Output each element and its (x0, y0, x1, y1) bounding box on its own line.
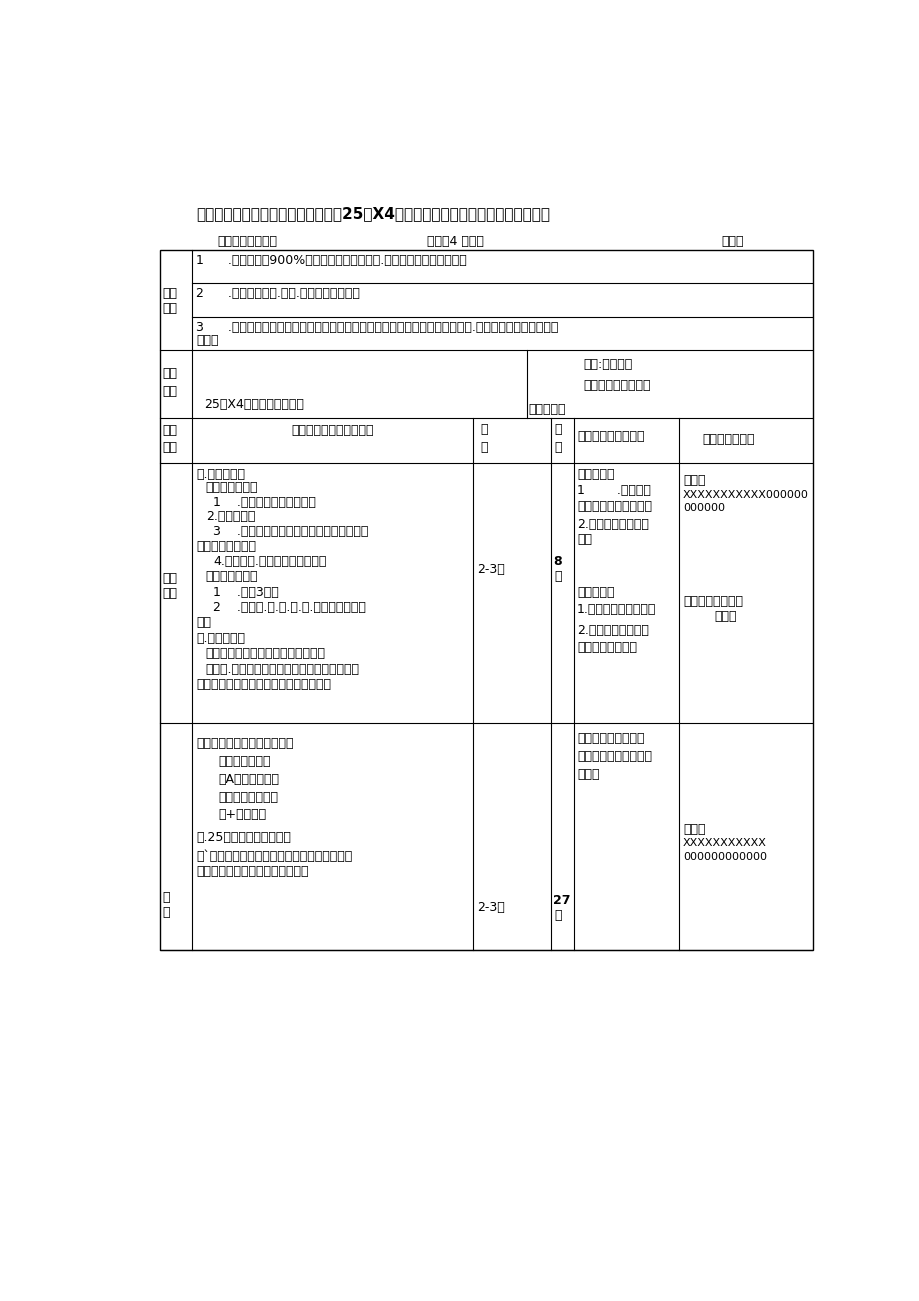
Text: 分: 分 (554, 570, 562, 583)
Text: 一.教学内容：: 一.教学内容： (196, 468, 245, 481)
Text: 27: 27 (552, 894, 570, 907)
Text: 预计问题：: 预计问题： (576, 468, 614, 481)
Text: 3      .引导学生积极参与各种学练活动，培养自信和克服困难的勇气及互相帮助.相互配合敢于承担责任的: 3 .引导学生积极参与各种学练活动，培养自信和克服困难的勇气及互相帮助.相互配合… (196, 320, 558, 333)
Text: 品质。: 品质。 (196, 334, 219, 347)
Text: （`）练习折返跑时，一般采用站立式起跑。加: （`）练习折返跑时，一般采用站立式起跑。加 (196, 850, 352, 863)
Text: 年级：四年级上期: 年级：四年级上期 (217, 235, 277, 248)
Text: 教学: 教学 (162, 367, 177, 380)
Text: 次: 次 (481, 423, 488, 436)
Text: 及收取尖锐物品：: 及收取尖锐物品： (196, 540, 256, 553)
Text: 重点:跑的节奏: 重点:跑的节奏 (583, 358, 631, 371)
Text: （二）.教师口令指挥生进行准备活动练习，巡: （二）.教师口令指挥生进行准备活动练习，巡 (206, 662, 359, 675)
Text: 组织：: 组织： (682, 474, 705, 487)
Text: （A）原地小步跑: （A）原地小步跑 (218, 773, 278, 786)
Text: 4.检查服装.器材，安排见习生。: 4.检查服装.器材，安排见习生。 (213, 556, 326, 569)
Text: （一）课堂常规: （一）课堂常规 (206, 481, 258, 494)
Text: 动。: 动。 (196, 615, 211, 628)
Text: 时: 时 (554, 423, 562, 436)
Text: 课时：4 执教：: 课时：4 执教： (426, 235, 482, 248)
Text: 000000: 000000 (682, 502, 724, 513)
Text: 2-3次: 2-3次 (476, 562, 505, 575)
Text: 真参与: 真参与 (713, 610, 736, 623)
Text: 处理方法：: 处理方法： (576, 585, 614, 598)
Text: 1        .个别学生: 1 .个别学生 (576, 484, 650, 497)
Text: XXXXXXXXXXX000000: XXXXXXXXXXX000000 (682, 489, 808, 500)
Text: 2.准备活动不认真完: 2.准备活动不认真完 (576, 518, 648, 531)
Text: 组织：: 组织： (682, 824, 705, 837)
Bar (160, 250, 811, 950)
Text: 速跑和途中跑技术要求摆臂快速有: 速跑和途中跑技术要求摆臂快速有 (196, 865, 309, 878)
Text: 25米X4往返跑巩固与测试: 25米X4往返跑巩固与测试 (204, 398, 304, 411)
Text: 部分: 部分 (162, 441, 177, 454)
Text: 1.教师语言激励诱导。: 1.教师语言激励诱导。 (576, 602, 655, 615)
Text: 3    .宣布本课教学内容，强调安全注意事项: 3 .宣布本课教学内容，强调安全注意事项 (213, 524, 369, 537)
Text: 教学内容及主要教学措施: 教学内容及主要教学措施 (291, 424, 374, 437)
Text: 难点：合理分配体力: 难点：合理分配体力 (583, 380, 650, 393)
Text: （二）准备活动: （二）准备活动 (206, 570, 258, 583)
Text: 注意力不集中，打闹。: 注意力不集中，打闹。 (576, 500, 652, 513)
Text: 2      .发展学生速度.协调.灵敏等身体素质。: 2 .发展学生速度.协调.灵敏等身体素质。 (196, 288, 360, 301)
Text: 义务教育新课标四年级上学期水平二25米X4往返跑巩固与测试体育与健康课时计划: 义务教育新课标四年级上学期水平二25米X4往返跑巩固与测试体育与健康课时计划 (196, 206, 550, 221)
Text: 间: 间 (554, 441, 562, 454)
Text: 准备: 准备 (162, 572, 177, 585)
Text: 育课中的重要性。: 育课中的重要性。 (576, 641, 636, 654)
Text: 教学: 教学 (162, 288, 177, 301)
Text: 2    .活动头.颈.肩.腰.膝.脚踝手腕关节运: 2 .活动头.颈.肩.腰.膝.脚踝手腕关节运 (213, 601, 366, 614)
Text: （九）原地高抬腿: （九）原地高抬腿 (218, 791, 278, 804)
Text: （一）教师讲清楚跑步要求和规则。: （一）教师讲清楚跑步要求和规则。 (206, 648, 325, 661)
Text: 回指导。后体育委员带领活动，教师巡回: 回指导。后体育委员带领活动，教师巡回 (196, 678, 331, 691)
Text: 课的: 课的 (162, 424, 177, 437)
Text: XXXXXXXXXXX: XXXXXXXXXXX (682, 838, 766, 848)
Text: 部分: 部分 (162, 587, 177, 600)
Text: 教学重难点: 教学重难点 (528, 402, 566, 415)
Text: 1      .通过教学，900%的学生基本掌握右借肩.立式传接棒的技术动作，: 1 .通过教学，900%的学生基本掌握右借肩.立式传接棒的技术动作， (196, 254, 467, 267)
Text: （+）外摆腿: （+）外摆腿 (218, 808, 266, 821)
Text: 2-3次: 2-3次 (476, 902, 505, 915)
Text: 预计问题：个别学生: 预计问题：个别学生 (576, 732, 643, 745)
Text: 1    .慢跑3圈。: 1 .慢跑3圈。 (213, 585, 278, 598)
Text: 成。: 成。 (576, 533, 591, 546)
Text: 2.强调准备活动在体: 2.强调准备活动在体 (576, 624, 648, 637)
Text: 基: 基 (162, 891, 170, 904)
Text: 1    .集合整队，清点人数；: 1 .集合整队，清点人数； (213, 496, 316, 509)
Text: 二.教学策略：: 二.教学策略： (196, 632, 245, 645)
Text: 偷懒。: 偷懒。 (576, 768, 599, 781)
Text: 二.25米折返跑的技术要点: 二.25米折返跑的技术要点 (196, 830, 291, 843)
Text: 目标: 目标 (162, 302, 177, 315)
Text: 预计问题与处理方法: 预计问题与处理方法 (577, 431, 644, 444)
Text: 要求：精神饱满认: 要求：精神饱满认 (682, 595, 743, 608)
Text: 练习不认真，不积极，: 练习不认真，不积极， (576, 749, 652, 762)
Text: 8: 8 (552, 556, 561, 569)
Text: 数: 数 (481, 441, 488, 454)
Text: 000000000000: 000000000000 (682, 852, 766, 863)
Text: 时间：: 时间： (720, 235, 743, 248)
Text: 本: 本 (162, 905, 170, 919)
Text: 组织形式与要求: 组织形式与要求 (702, 433, 754, 446)
Text: （七）原地摆臂: （七）原地摆臂 (218, 755, 270, 768)
Text: 三、根据老师提示做快速练习: 三、根据老师提示做快速练习 (196, 736, 293, 749)
Text: 2.师生问好；: 2.师生问好； (206, 510, 255, 523)
Text: 分: 分 (554, 909, 562, 922)
Text: 内容: 内容 (162, 385, 177, 398)
